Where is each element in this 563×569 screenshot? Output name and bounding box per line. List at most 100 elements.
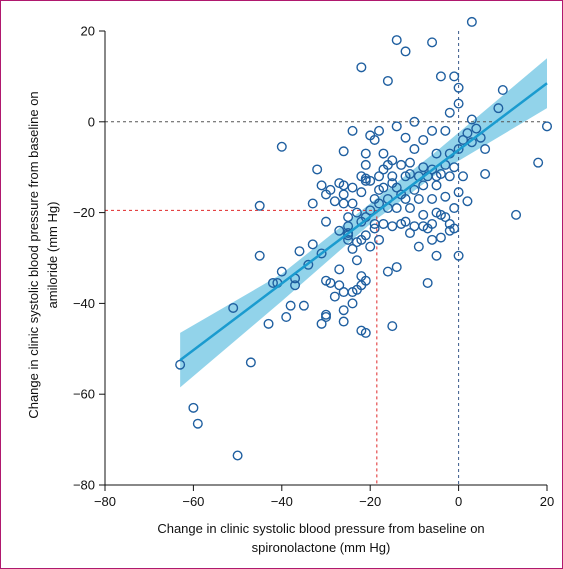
regression-line-layer: [179, 82, 548, 362]
data-point: [285, 300, 296, 311]
data-point: [360, 230, 371, 241]
y-tick-label: 20: [81, 24, 95, 39]
data-point: [338, 316, 349, 327]
data-point: [360, 275, 371, 286]
data-point: [347, 298, 358, 309]
data-point: [334, 280, 345, 291]
data-point: [374, 125, 385, 136]
data-point: [542, 121, 553, 132]
data-point: [435, 71, 446, 82]
data-point: [298, 300, 309, 311]
data-point: [391, 203, 402, 214]
data-point: [453, 144, 464, 155]
data-point: [431, 148, 442, 159]
data-point: [338, 305, 349, 316]
data-point: [409, 116, 420, 127]
data-point: [343, 221, 354, 232]
data-point: [453, 98, 464, 109]
data-point: [387, 155, 398, 166]
data-point: [409, 144, 420, 155]
tick-labels: −80 −60 −40 −20 0 20 −80 −60 −40 −20 0 20: [73, 24, 554, 510]
y-axis-title: amiloride (mm Hg): [45, 202, 60, 309]
data-point: [338, 198, 349, 209]
data-point: [360, 148, 371, 159]
data-point: [391, 121, 402, 132]
data-point: [444, 171, 455, 182]
data-point: [422, 277, 433, 288]
data-point: [427, 164, 438, 175]
data-point: [290, 280, 301, 291]
data-points: [175, 16, 553, 461]
data-point: [378, 148, 389, 159]
x-tick-label: −20: [359, 494, 381, 509]
data-point: [325, 277, 336, 288]
data-point: [360, 175, 371, 186]
data-point: [307, 198, 318, 209]
data-point: [435, 169, 446, 180]
data-point: [303, 259, 314, 270]
data-point: [511, 209, 522, 220]
data-point: [404, 169, 415, 180]
data-point: [497, 85, 508, 96]
y-tick-label: −60: [73, 387, 95, 402]
data-point: [374, 198, 385, 209]
axis-labels: Change in clinic systolic blood pressure…: [26, 91, 485, 555]
data-point: [338, 146, 349, 157]
data-point: [365, 175, 376, 186]
data-point: [387, 221, 398, 232]
data-point: [400, 216, 411, 227]
data-point: [387, 171, 398, 182]
data-point: [312, 164, 323, 175]
data-point: [263, 318, 274, 329]
data-point: [360, 159, 371, 170]
data-point: [343, 234, 354, 245]
data-point: [404, 228, 415, 239]
data-point: [254, 250, 265, 261]
data-point: [480, 144, 491, 155]
data-point: [232, 450, 243, 461]
data-point: [431, 180, 442, 191]
data-point: [449, 223, 460, 234]
data-point: [453, 250, 464, 261]
data-point: [440, 191, 451, 202]
data-point: [409, 221, 420, 232]
data-point: [458, 171, 469, 182]
data-point: [404, 203, 415, 214]
data-point: [427, 125, 438, 136]
data-point: [413, 193, 424, 204]
x-tick-label: 0: [455, 494, 462, 509]
data-point: [382, 266, 393, 277]
y-tick-label: −20: [73, 205, 95, 220]
x-tick-label: −80: [94, 494, 116, 509]
data-point: [466, 16, 477, 27]
x-axis-title: spironolactone (mm Hg): [252, 540, 391, 555]
data-point: [449, 162, 460, 173]
data-point: [321, 312, 332, 323]
data-point: [254, 200, 265, 211]
data-point: [228, 302, 239, 313]
data-point: [387, 321, 398, 332]
data-point: [276, 141, 287, 152]
data-point: [382, 75, 393, 86]
data-point: [418, 162, 429, 173]
y-tick-label: 0: [88, 114, 95, 129]
y-axis-title: Change in clinic systolic blood pressure…: [26, 91, 41, 418]
data-point: [400, 46, 411, 57]
data-point: [374, 234, 385, 245]
data-point: [347, 243, 358, 254]
data-point: [294, 246, 305, 257]
data-point: [400, 193, 411, 204]
data-point: [440, 212, 451, 223]
data-point: [391, 35, 402, 46]
data-point: [369, 134, 380, 145]
data-point: [391, 262, 402, 273]
data-point: [391, 182, 402, 193]
data-point: [192, 418, 203, 429]
data-point: [365, 205, 376, 216]
regression-line: [179, 82, 548, 362]
data-point: [418, 209, 429, 220]
data-point: [316, 248, 327, 259]
y-tick-label: −80: [73, 478, 95, 493]
data-point: [245, 357, 256, 368]
